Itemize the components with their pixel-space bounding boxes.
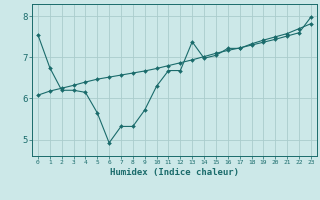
X-axis label: Humidex (Indice chaleur): Humidex (Indice chaleur) (110, 168, 239, 177)
